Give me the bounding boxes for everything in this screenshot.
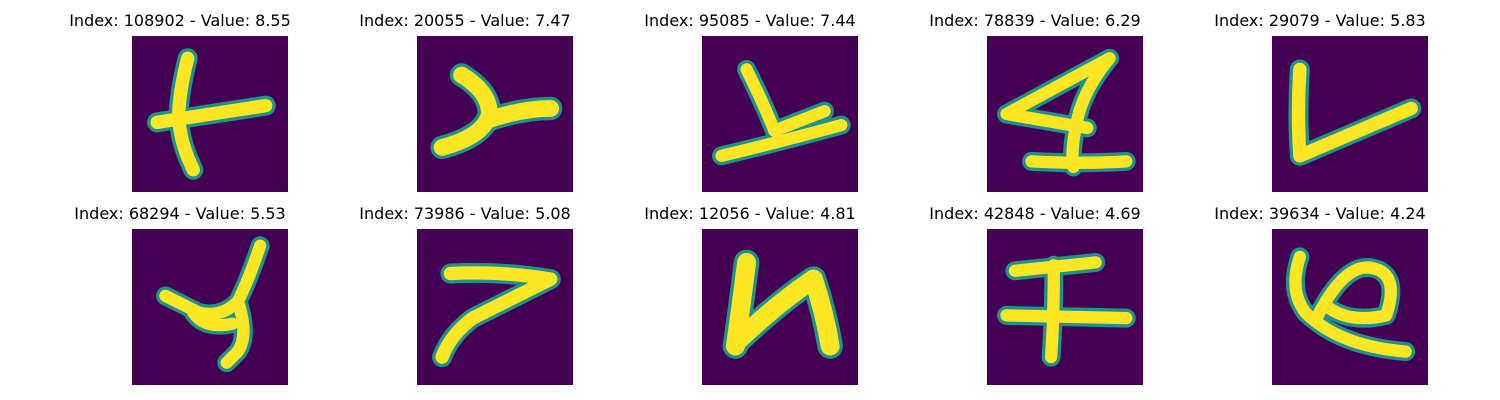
panel-10: Index: 39634 - Value: 4.24 xyxy=(1170,193,1470,385)
panel-title: Index: 39634 - Value: 4.24 xyxy=(1214,204,1426,223)
handwritten-glyph-image xyxy=(987,36,1143,192)
handwritten-glyph-image xyxy=(417,229,573,385)
panel-1: Index: 108902 - Value: 8.55 xyxy=(30,0,330,192)
handwritten-glyph-image xyxy=(1272,229,1428,385)
panel-6: Index: 68294 - Value: 5.53 xyxy=(30,193,330,385)
panel-title: Index: 68294 - Value: 5.53 xyxy=(74,204,286,223)
panel-7: Index: 73986 - Value: 5.08 xyxy=(315,193,615,385)
panel-title: Index: 95085 - Value: 7.44 xyxy=(644,11,856,30)
panel-title: Index: 20055 - Value: 7.47 xyxy=(359,11,571,30)
panel-2: Index: 20055 - Value: 7.47 xyxy=(315,0,615,192)
handwritten-glyph-image xyxy=(1272,36,1428,192)
glyph-loop-icon xyxy=(1285,247,1416,362)
handwritten-glyph-image xyxy=(132,229,288,385)
handwritten-glyph-image xyxy=(702,229,858,385)
glyph-cross-icon xyxy=(997,252,1136,367)
glyph-7-icon xyxy=(432,262,561,368)
panel-4: Index: 78839 - Value: 6.29 xyxy=(885,0,1185,192)
glyph-y-curl-icon xyxy=(155,236,270,373)
panel-title: Index: 42848 - Value: 4.69 xyxy=(929,204,1141,223)
glyph-y-right-icon xyxy=(430,63,563,160)
panel-9: Index: 42848 - Value: 4.69 xyxy=(885,193,1185,385)
panel-title: Index: 78839 - Value: 6.29 xyxy=(929,11,1141,30)
panel-title: Index: 12056 - Value: 4.81 xyxy=(644,204,856,223)
panel-3: Index: 95085 - Value: 7.44 xyxy=(600,0,900,192)
panel-title: Index: 29079 - Value: 5.83 xyxy=(1214,11,1426,30)
panel-title: Index: 73986 - Value: 5.08 xyxy=(359,204,571,223)
glyph-l-icon xyxy=(1288,59,1422,166)
handwritten-glyph-image xyxy=(417,36,573,192)
handwritten-glyph-image xyxy=(987,229,1143,385)
glyph-a-icon xyxy=(997,48,1136,177)
handwritten-glyph-image xyxy=(132,36,288,192)
panel-8: Index: 12056 - Value: 4.81 xyxy=(600,193,900,385)
glyph-n-icon xyxy=(722,249,843,359)
panel-title: Index: 108902 - Value: 8.55 xyxy=(69,11,291,30)
glyph-t-icon xyxy=(147,48,276,180)
glyph-y-icon xyxy=(712,59,851,166)
handwritten-glyph-image xyxy=(702,36,858,192)
panel-5: Index: 29079 - Value: 5.83 xyxy=(1170,0,1470,192)
